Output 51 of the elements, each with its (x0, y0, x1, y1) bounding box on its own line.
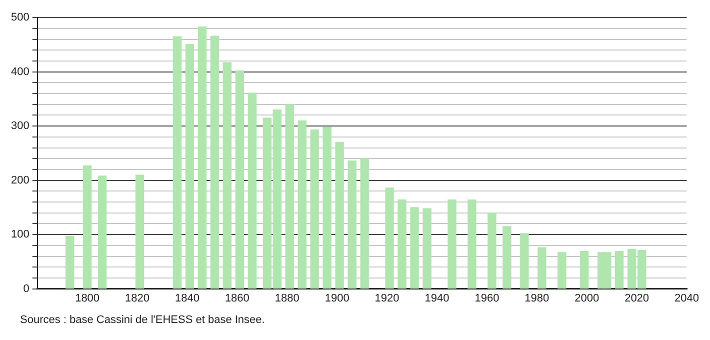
bar (538, 247, 546, 289)
bar (398, 200, 406, 289)
bar (248, 92, 256, 289)
bar (348, 160, 356, 289)
x-tick-label: 2020 (624, 292, 650, 304)
x-tick-label: 1980 (524, 292, 550, 304)
x-tick-label: 1900 (324, 292, 350, 304)
bar (614, 251, 624, 289)
bar (385, 188, 394, 289)
bar (488, 212, 496, 289)
bar (82, 165, 92, 289)
bar (335, 142, 344, 289)
source-note: Sources : base Cassini de l'EHESS et base Insee. (20, 314, 266, 326)
x-tick-label: 1920 (374, 292, 400, 304)
bar (285, 104, 294, 289)
x-tick-label: 1940 (424, 292, 450, 304)
x-tick-label: 2000 (574, 292, 600, 304)
x-tick-label: 1820 (125, 292, 150, 304)
bar (502, 226, 512, 289)
bar (580, 251, 589, 289)
bar (298, 120, 306, 289)
bar (310, 130, 319, 289)
y-tick-label: 400 (10, 66, 30, 78)
x-tick-label: 1880 (274, 292, 300, 304)
bar (172, 36, 182, 289)
bar (222, 62, 232, 289)
bar (360, 158, 369, 289)
bar (210, 36, 220, 289)
bar (448, 200, 456, 289)
x-tick-label: 1800 (75, 292, 100, 304)
bar (198, 26, 207, 289)
x-tick-label: 1840 (174, 292, 200, 304)
x-tick-label: 1960 (474, 292, 500, 304)
y-tick-label: 300 (10, 120, 30, 132)
bar (185, 44, 194, 289)
bar (422, 208, 432, 289)
y-tick-label: 500 (10, 12, 30, 24)
x-tick-label: 1860 (224, 292, 250, 304)
y-tick-label: 100 (10, 228, 30, 241)
x-tick-label: 2040 (674, 292, 700, 304)
bar (558, 252, 566, 289)
bar (468, 200, 476, 289)
bar (235, 70, 244, 289)
bar (98, 176, 107, 289)
bar (410, 207, 419, 289)
bar (520, 233, 529, 289)
bar (135, 174, 144, 289)
y-tick-label: 200 (10, 174, 30, 186)
y-tick-label: 0 (23, 282, 30, 295)
bar (65, 236, 74, 289)
bar (322, 126, 332, 289)
